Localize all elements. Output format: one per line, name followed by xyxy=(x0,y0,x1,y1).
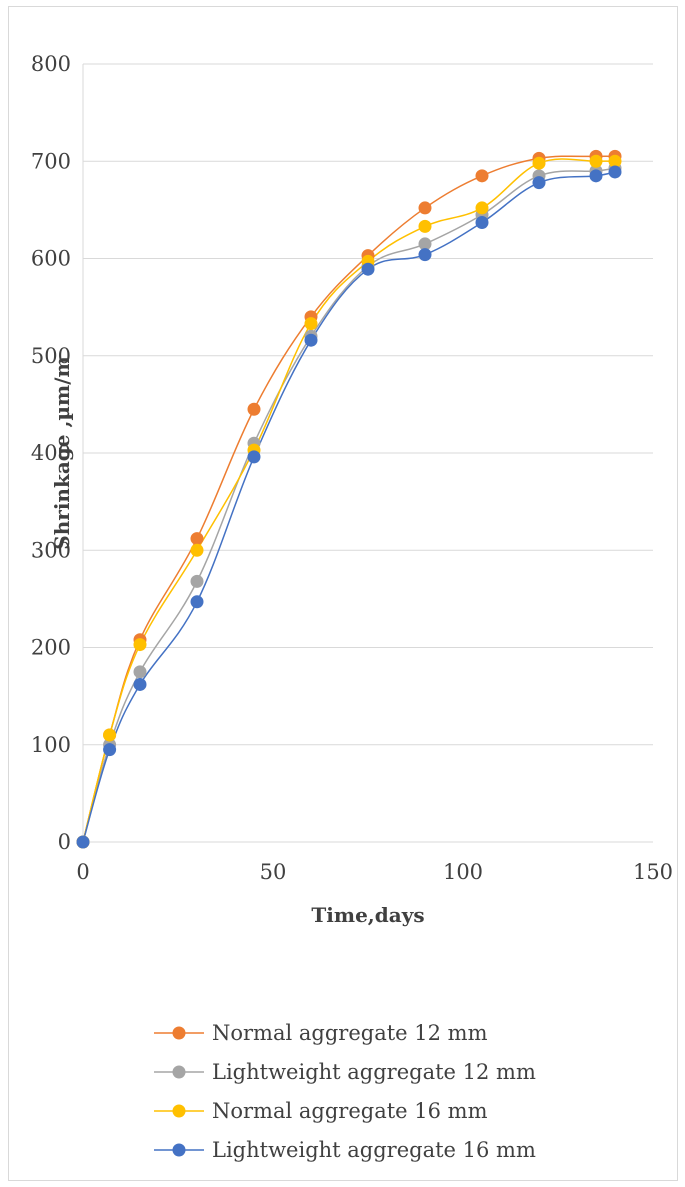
y-tick-label: 800 xyxy=(31,52,71,76)
y-tick-label: 700 xyxy=(31,149,71,173)
series-markers xyxy=(76,149,622,849)
series-4-point xyxy=(247,450,261,464)
y-tick-label: 300 xyxy=(31,538,71,562)
legend-item: Normal aggregate 16 mm xyxy=(154,1099,488,1123)
series-1-point xyxy=(475,169,489,183)
series-3-point xyxy=(103,728,117,742)
series-3-point xyxy=(475,201,489,215)
legend-marker xyxy=(172,1104,186,1118)
series-4-point xyxy=(418,248,432,262)
y-axis-title: Shrinkage ,µm/m xyxy=(50,356,74,549)
series-2-point xyxy=(190,574,204,588)
y-tick-label: 400 xyxy=(31,441,71,465)
legend-label: Lightweight aggregate 12 mm xyxy=(212,1060,536,1084)
series-lines xyxy=(82,155,616,843)
legend-label: Lightweight aggregate 16 mm xyxy=(212,1138,536,1162)
series-4-point xyxy=(608,165,622,179)
series-3-point xyxy=(304,317,318,331)
series-line-4 xyxy=(82,171,616,843)
legend-label: Normal aggregate 16 mm xyxy=(212,1099,488,1123)
series-4-point xyxy=(190,595,204,609)
series-3-point xyxy=(589,154,603,168)
series-3-point xyxy=(190,543,204,557)
x-tick-label: 100 xyxy=(443,860,483,884)
series-4-point xyxy=(589,169,603,183)
y-tick-label: 100 xyxy=(31,733,71,757)
y-tick-label: 0 xyxy=(58,830,71,854)
y-axis-ticks: 0 100 200 300 400 500 600 700 800 xyxy=(31,52,71,854)
series-4-point xyxy=(361,262,375,276)
series-line-1 xyxy=(82,155,616,843)
series-1-point xyxy=(418,201,432,215)
series-4-point xyxy=(475,216,489,230)
series-1-point xyxy=(190,532,204,546)
chart-svg: 0 100 200 300 400 500 600 700 800 0 50 100 150 Time… xyxy=(31,52,673,1162)
series-4-point xyxy=(532,176,546,190)
series-4-point xyxy=(103,743,117,757)
x-axis-ticks: 0 50 100 150 xyxy=(76,860,673,884)
legend-item: Normal aggregate 12 mm xyxy=(154,1021,488,1045)
x-axis-title: Time,days xyxy=(311,903,424,927)
series-1-point xyxy=(247,402,261,416)
legend-label: Normal aggregate 12 mm xyxy=(212,1021,488,1045)
y-tick-label: 500 xyxy=(31,344,71,368)
legend-marker xyxy=(172,1065,186,1079)
y-tick-label: 600 xyxy=(31,247,71,271)
series-3-point xyxy=(608,154,622,168)
chart-area: 0 100 200 300 400 500 600 700 800 0 50 100 150 Time… xyxy=(8,6,678,1181)
series-3-point xyxy=(133,638,147,652)
series-4-point xyxy=(76,835,90,849)
series-4-point xyxy=(133,677,147,691)
legend: Normal aggregate 12 mm Lightweight aggreg… xyxy=(154,1021,536,1162)
legend-item: Lightweight aggregate 12 mm xyxy=(154,1060,536,1084)
legend-marker xyxy=(172,1143,186,1157)
series-line-2 xyxy=(82,167,616,843)
series-2-point xyxy=(133,665,147,679)
x-tick-label: 0 xyxy=(76,860,89,884)
series-line-3 xyxy=(82,158,616,843)
legend-marker xyxy=(172,1026,186,1040)
x-tick-label: 50 xyxy=(260,860,287,884)
series-3-point xyxy=(418,219,432,233)
grid-lines xyxy=(82,63,653,843)
legend-item: Lightweight aggregate 16 mm xyxy=(154,1138,536,1162)
series-2-point xyxy=(418,237,432,251)
y-tick-label: 200 xyxy=(31,636,71,660)
series-4-point xyxy=(304,333,318,347)
series-3-point xyxy=(532,156,546,170)
x-tick-label: 150 xyxy=(633,860,673,884)
